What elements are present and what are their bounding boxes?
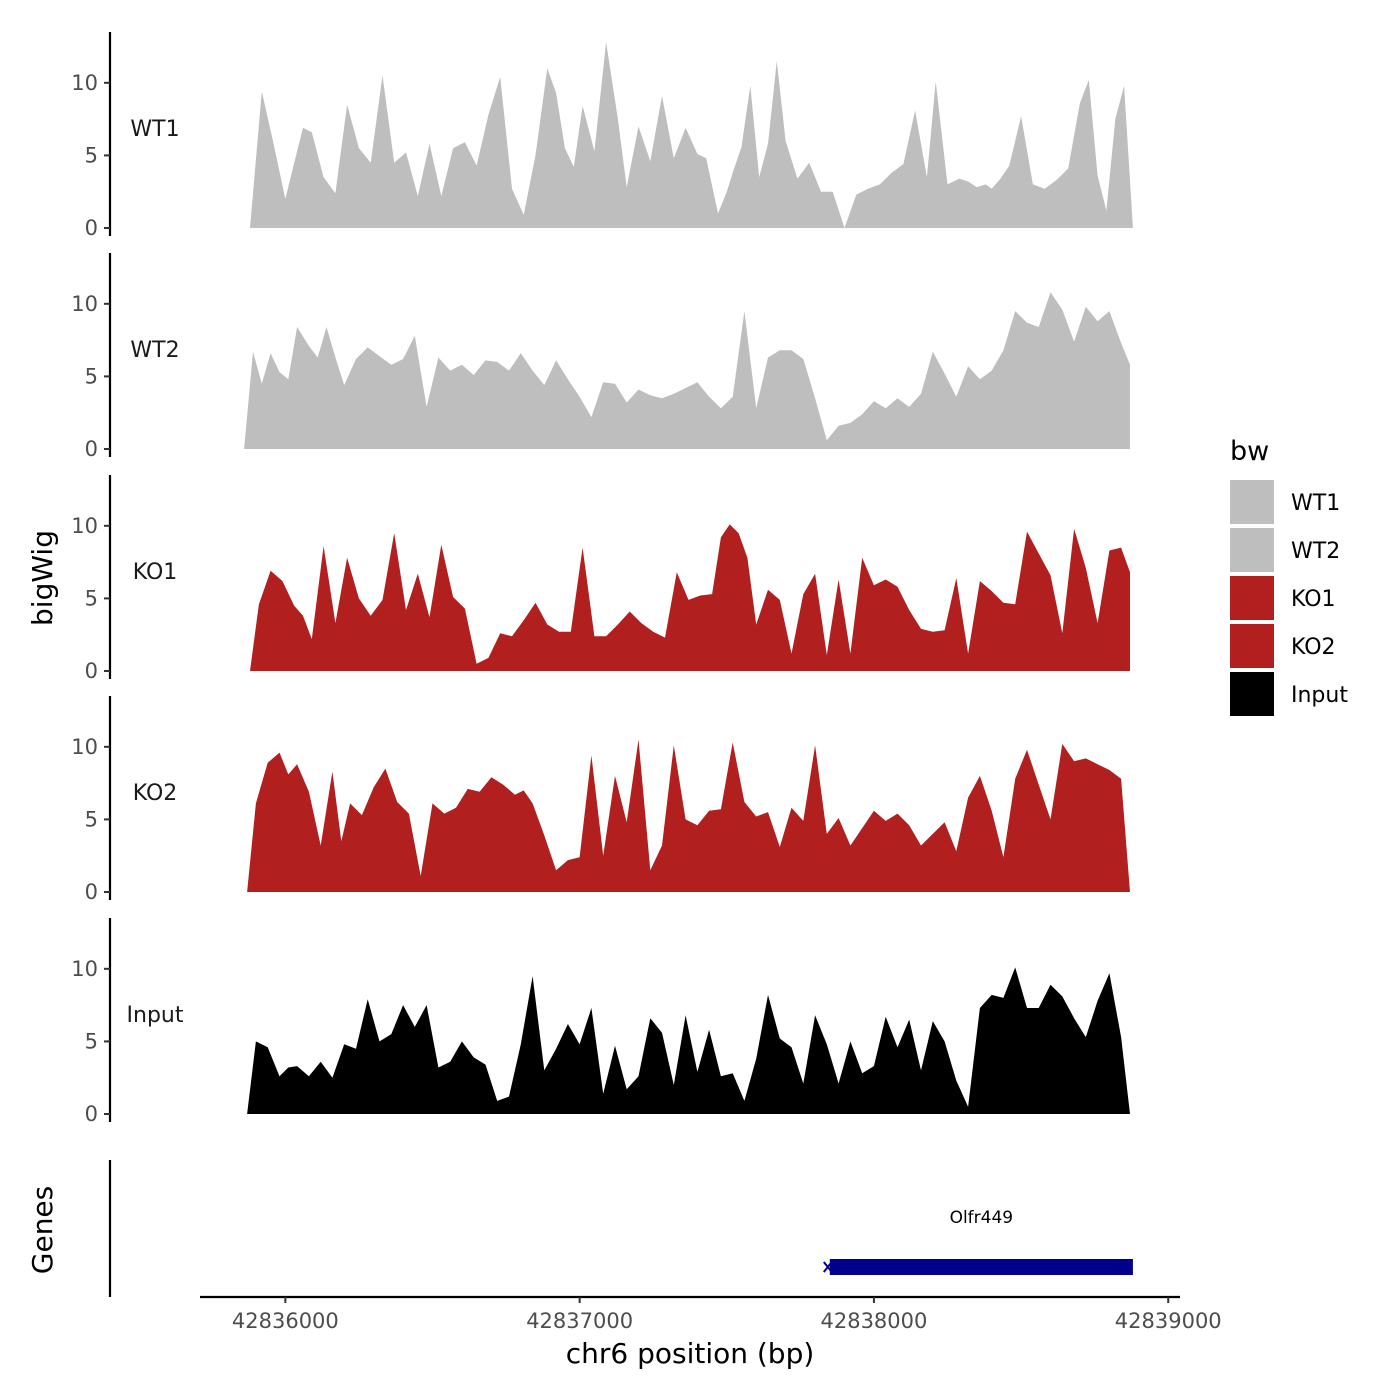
legend: bw WT1 WT2 KO1 KO2 Input [1230, 436, 1348, 716]
legend-title: bw [1230, 436, 1269, 467]
y-tick-label: 5 [85, 1029, 98, 1053]
x-axis: 42836000 42837000 42838000 42839000 [200, 1295, 1222, 1333]
track-label: KO2 [133, 781, 178, 806]
gene-track: Olfr449 [108, 1160, 1133, 1297]
legend-item-ko2: KO2 [1230, 624, 1336, 668]
signal-area-wt2 [244, 292, 1131, 449]
y-tick-label: 0 [85, 216, 98, 240]
y-tick-label: 10 [71, 71, 98, 95]
signal-area-wt1 [250, 42, 1133, 229]
legend-item-ko1: KO1 [1230, 576, 1336, 620]
y-tick-label: 10 [71, 735, 98, 759]
gene-olfr449: Olfr449 [823, 1208, 1133, 1275]
x-tick-label: 42836000 [232, 1309, 339, 1333]
y-tick-label: 10 [71, 957, 98, 981]
legend-label: WT2 [1291, 539, 1340, 564]
signal-area-input [247, 967, 1131, 1114]
x-axis-title: chr6 position (bp) [566, 1337, 815, 1370]
legend-label: KO2 [1291, 635, 1336, 660]
signal-area-ko2 [247, 739, 1131, 892]
y-tick-label: 0 [85, 659, 98, 683]
y-tick-label: 5 [85, 586, 98, 610]
legend-swatch [1230, 528, 1274, 572]
y-tick-label: 10 [71, 292, 98, 316]
y-tick-label: 5 [85, 807, 98, 831]
y-tick-label: 0 [85, 1102, 98, 1126]
legend-label: KO1 [1291, 587, 1336, 612]
x-tick-label: 42838000 [820, 1309, 927, 1333]
signal-area-ko1 [250, 524, 1130, 671]
track-input: 0 5 10 Input [71, 918, 1131, 1126]
legend-item-wt1: WT1 [1230, 480, 1340, 524]
genes-panel-title: Genes [26, 1186, 59, 1274]
legend-label: WT1 [1291, 491, 1340, 516]
legend-swatch [1230, 624, 1274, 668]
track-wt1: 0 5 10 WT1 [71, 32, 1133, 240]
legend-label: Input [1291, 683, 1348, 708]
legend-swatch [1230, 480, 1274, 524]
y-axis-title: bigWig [26, 530, 59, 626]
x-tick-label: 42837000 [526, 1309, 633, 1333]
track-label: Input [127, 1003, 184, 1028]
signal-tracks: 0 5 10 WT1 0 5 10 WT2 0 5 10 KO1 0 5 10 KO2 0 5 10 Input [71, 32, 1133, 1126]
gene-label: Olfr449 [950, 1208, 1014, 1228]
gene-body [829, 1259, 1133, 1275]
track-label: WT2 [130, 338, 179, 363]
track-wt2: 0 5 10 WT2 [71, 253, 1131, 461]
y-tick-label: 10 [71, 514, 98, 538]
gene-strand-marker [823, 1261, 833, 1273]
track-label: WT1 [130, 117, 179, 142]
y-tick-label: 0 [85, 880, 98, 904]
legend-swatch [1230, 576, 1274, 620]
y-tick-label: 5 [85, 364, 98, 388]
legend-item-wt2: WT2 [1230, 528, 1340, 572]
track-ko2: 0 5 10 KO2 [71, 696, 1131, 904]
y-tick-label: 0 [85, 437, 98, 461]
track-label: KO1 [133, 560, 178, 585]
legend-swatch [1230, 672, 1274, 716]
legend-item-input: Input [1230, 672, 1348, 716]
y-tick-label: 5 [85, 143, 98, 167]
track-ko1: 0 5 10 KO1 [71, 475, 1130, 683]
x-tick-label: 42839000 [1115, 1309, 1222, 1333]
